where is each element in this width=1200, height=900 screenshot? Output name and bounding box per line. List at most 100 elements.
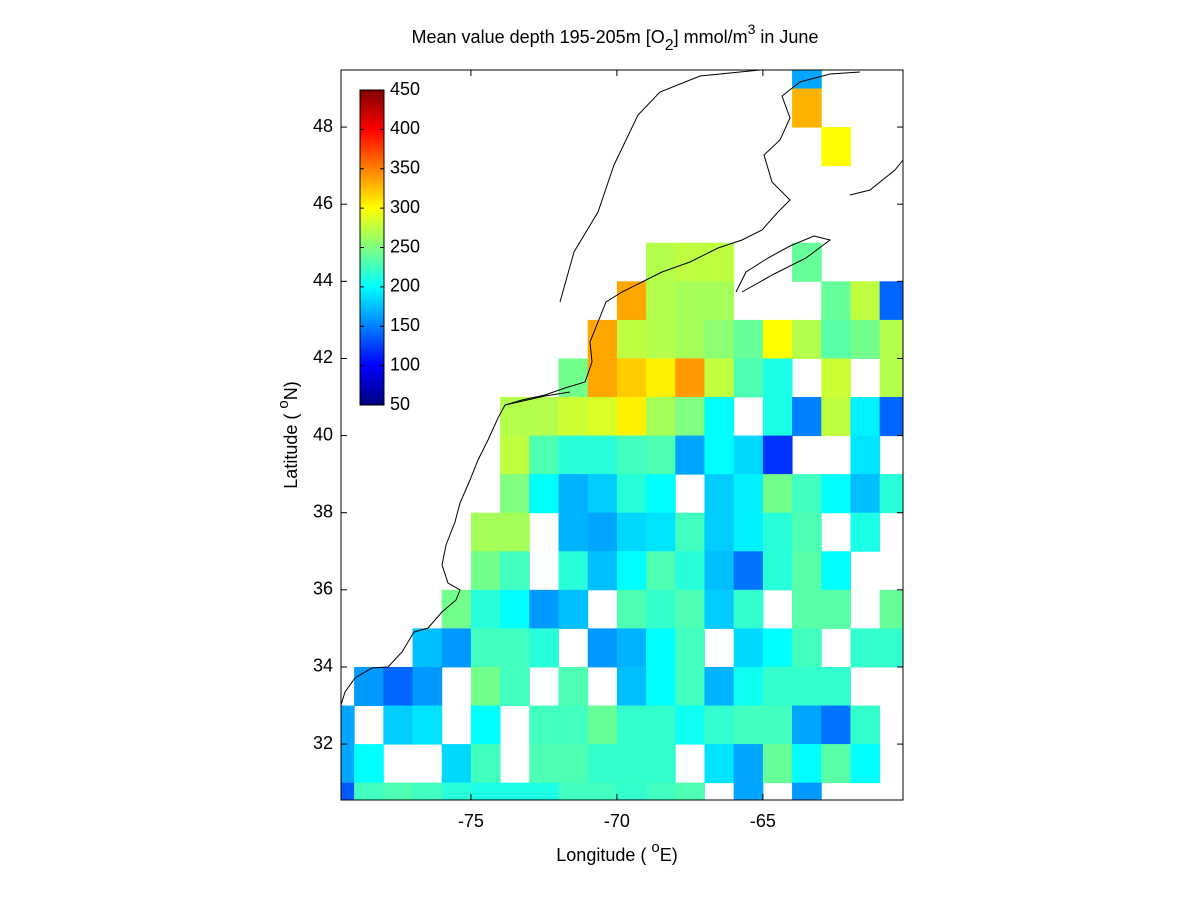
heat-cell	[412, 705, 443, 745]
heat-cell	[616, 666, 647, 707]
heat-cell	[500, 435, 530, 475]
chart-title: Mean value depth 195-205m [O2] mmol/m3 i…	[412, 21, 819, 55]
heat-cell	[616, 551, 647, 591]
heat-cell	[821, 744, 851, 784]
heat-cell	[879, 281, 903, 321]
heat-cell	[762, 628, 793, 668]
colorbar-tick-label: 50	[390, 394, 410, 414]
heat-cell	[500, 551, 530, 591]
y-tick-label: 46	[313, 193, 333, 213]
heat-cell	[762, 397, 793, 437]
heat-cell	[733, 435, 764, 475]
y-tick-label: 44	[313, 270, 333, 290]
y-tick-label: 40	[313, 424, 333, 444]
heat-cell	[383, 666, 414, 707]
heat-cell	[616, 589, 647, 629]
heat-cell	[529, 589, 560, 629]
heat-cell	[704, 358, 735, 398]
title-text: ] mmol/m	[674, 27, 748, 47]
heat-cell	[675, 705, 705, 745]
heat-cell	[558, 744, 589, 784]
heat-cell	[821, 127, 851, 167]
y-tick-label: 32	[313, 733, 333, 753]
heat-cell	[500, 474, 530, 514]
heat-cell	[792, 397, 822, 437]
heat-cell	[558, 589, 589, 629]
heat-cell	[500, 397, 530, 437]
heat-cell	[646, 319, 676, 359]
y-label-text: Latitude (	[281, 409, 301, 489]
heat-cell	[762, 512, 793, 552]
heat-cell	[500, 628, 530, 668]
heat-cell	[441, 744, 472, 784]
heat-cell	[850, 744, 881, 784]
colorbar-tick-label: 300	[390, 197, 420, 217]
heat-cell	[500, 512, 530, 552]
heat-cell	[704, 589, 735, 629]
heat-cell	[704, 281, 735, 321]
heat-cell	[850, 628, 881, 668]
heat-cell	[704, 744, 735, 784]
heat-cell	[675, 435, 705, 475]
title-text: Mean value depth 195-205m [O	[412, 27, 665, 47]
colorbar: 50 100 150 200 250 300 350 400 450	[359, 79, 420, 414]
heat-cell	[412, 666, 443, 707]
heat-cell	[792, 589, 822, 629]
heat-cell	[821, 551, 851, 591]
heat-cell	[529, 435, 560, 475]
heat-cell	[529, 705, 560, 745]
heat-cell	[470, 666, 501, 707]
heat-cell	[879, 628, 903, 668]
heat-cell	[529, 782, 560, 800]
heat-cell	[762, 358, 793, 398]
y-tick-label: 42	[313, 347, 333, 367]
heat-cell	[500, 589, 530, 629]
heat-cell	[675, 782, 705, 800]
heat-cell	[821, 474, 851, 514]
heat-cell	[616, 358, 647, 398]
x-axis-label: Longitude ( oE)	[556, 839, 677, 865]
heat-cell	[470, 744, 501, 784]
heat-cell	[616, 512, 647, 552]
heat-cell	[616, 319, 647, 359]
heat-cell	[675, 319, 705, 359]
heat-cell	[675, 512, 705, 552]
x-tick-label: -65	[750, 811, 776, 831]
heat-cell	[441, 589, 472, 629]
heat-cell	[558, 666, 589, 707]
heat-cell	[762, 705, 793, 745]
heat-cell	[762, 474, 793, 514]
heat-cell	[850, 474, 881, 514]
heat-cell	[879, 589, 903, 629]
heat-cell	[646, 551, 676, 591]
heat-cell	[412, 782, 443, 800]
heat-cell	[587, 319, 618, 359]
heat-cell	[733, 705, 764, 745]
heat-cell	[792, 666, 822, 707]
heat-cell	[879, 358, 903, 398]
heat-cell	[646, 589, 676, 629]
coastline	[341, 70, 903, 706]
heat-cell	[704, 512, 735, 552]
heat-cell	[441, 782, 472, 800]
heat-cell	[821, 281, 851, 321]
heat-cell	[675, 666, 705, 707]
heat-cell	[341, 782, 355, 800]
heat-cell	[704, 551, 735, 591]
heat-cell	[587, 358, 618, 398]
heat-cell	[529, 628, 560, 668]
y-label-superscript: o	[275, 400, 292, 408]
heatmap	[341, 70, 903, 800]
heat-cell	[733, 666, 764, 707]
heat-cell	[762, 319, 793, 359]
heat-cell	[354, 782, 384, 800]
heat-cell	[441, 628, 472, 668]
heat-cell	[821, 666, 851, 707]
heat-cell	[733, 512, 764, 552]
heat-cell	[762, 551, 793, 591]
colorbar-tick-label: 100	[390, 354, 420, 374]
heat-cell	[587, 744, 618, 784]
heat-cell	[470, 551, 501, 591]
heat-cell	[704, 242, 735, 282]
heat-cell	[616, 435, 647, 475]
